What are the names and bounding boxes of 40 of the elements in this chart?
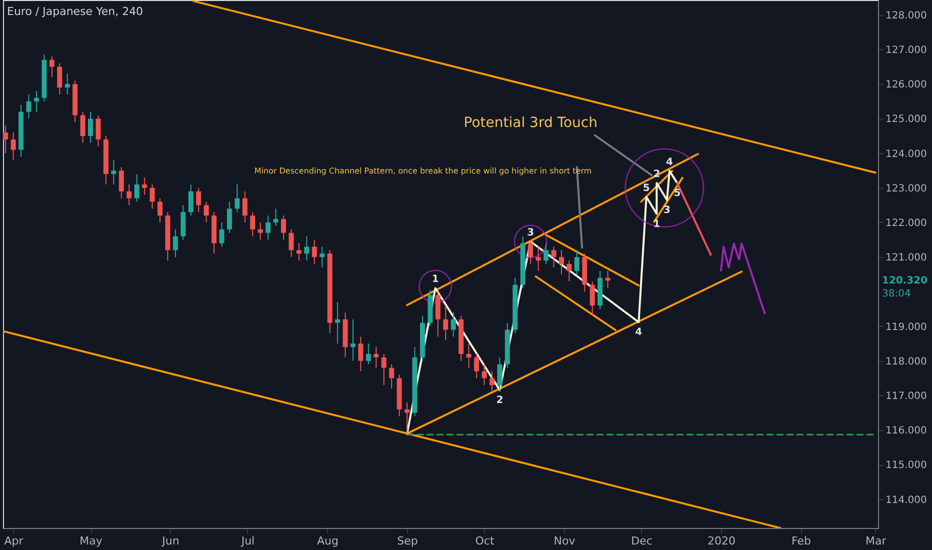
x-tick-label: 2020 xyxy=(708,534,736,548)
y-tick-label: 122.000 xyxy=(886,218,927,229)
y-tick-label: 128.000 xyxy=(886,10,927,22)
x-tick-label: Sep xyxy=(397,534,418,548)
y-tick-label: 123.000 xyxy=(886,183,927,194)
x-tick-label: May xyxy=(80,534,103,548)
x-tick-label: Oct xyxy=(475,534,495,548)
y-tick-label: 121.000 xyxy=(886,252,927,264)
x-tick-label: Apr xyxy=(4,534,24,548)
y-tick-label: 119.000 xyxy=(886,322,927,333)
x-tick-label: Jul xyxy=(240,534,255,548)
y-tick-label: 115.000 xyxy=(886,460,927,472)
x-tick-label: Jun xyxy=(161,534,180,548)
annotation: 3 xyxy=(663,204,670,216)
annotation: 1 xyxy=(432,274,439,286)
annotation: 5 xyxy=(674,188,681,200)
text: 38:04 xyxy=(882,288,911,300)
y-tick-label: 116.000 xyxy=(886,426,927,437)
x-tick-label: Feb xyxy=(792,534,812,548)
annotation: 5 xyxy=(642,182,650,194)
x-tick-label: Nov xyxy=(554,534,576,548)
annotation: Minor Descending Channel Pattern, once break the price will go higher in short term xyxy=(254,166,592,176)
y-tick-label: 114.000 xyxy=(886,494,927,506)
text: 120.320 xyxy=(882,276,928,287)
x-tick-label: Aug xyxy=(317,534,339,548)
x-tick-label: Mar xyxy=(866,534,887,548)
y-tick-label: 118.000 xyxy=(886,356,927,368)
annotation: 4 xyxy=(635,327,642,338)
y-tick-label: 124.000 xyxy=(886,148,927,160)
annotation: 1 xyxy=(653,218,660,230)
y-tick-label: 127.000 xyxy=(886,44,927,56)
y-tick-label: 117.000 xyxy=(886,390,927,402)
annotation: 4 xyxy=(666,156,674,168)
annotation: 3 xyxy=(527,228,534,239)
text: Euro / Japanese Yen, 240 xyxy=(7,5,144,18)
annotation: 2 xyxy=(496,394,504,406)
annotation: Potential 3rd Touch xyxy=(464,115,598,132)
y-tick-label: 126.000 xyxy=(886,80,927,91)
y-tick-label: 125.000 xyxy=(886,114,927,126)
x-tick-label: Dec xyxy=(631,534,652,548)
